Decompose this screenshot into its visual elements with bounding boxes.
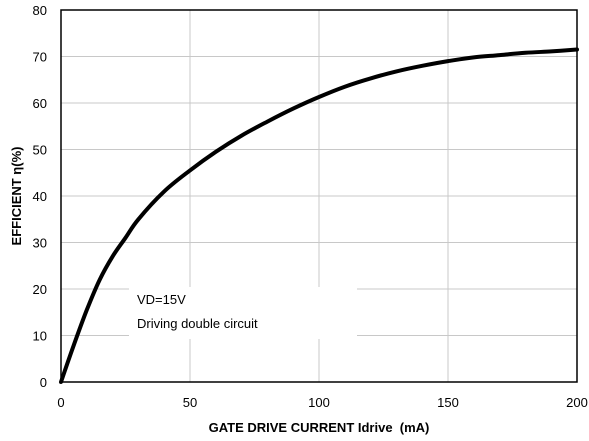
x-axis-title: GATE DRIVE CURRENT Idrive (mA) — [209, 420, 430, 435]
y-tick-label: 70 — [33, 50, 47, 65]
annotation-box — [129, 287, 357, 339]
x-tick-label: 150 — [437, 395, 459, 410]
x-tick-label: 200 — [566, 395, 588, 410]
x-tick-label: 100 — [308, 395, 330, 410]
x-tick-labels: 0 50 100 150 200 — [57, 395, 587, 410]
series-line-0 — [59, 47, 579, 384]
y-tick-label: 60 — [33, 96, 47, 111]
y-tick-label: 10 — [33, 329, 47, 344]
x-tick-label: 0 — [57, 395, 64, 410]
y-tick-labels: 0 10 20 30 40 50 60 70 80 — [33, 3, 47, 390]
y-axis-title: EFFICIENT η(%) — [9, 147, 24, 246]
y-tick-label: 30 — [33, 236, 47, 251]
y-tick-label: 40 — [33, 189, 47, 204]
y-tick-label: 20 — [33, 282, 47, 297]
annotation-line-1: VD=15V — [137, 292, 186, 307]
x-tick-label: 50 — [183, 395, 197, 410]
annotation-line-2: Driving double circuit — [137, 316, 258, 331]
plot-frame — [60, 9, 578, 383]
series-group — [59, 47, 579, 384]
y-tick-label: 50 — [33, 143, 47, 158]
y-tick-label: 0 — [40, 375, 47, 390]
y-tick-label: 80 — [33, 3, 47, 18]
